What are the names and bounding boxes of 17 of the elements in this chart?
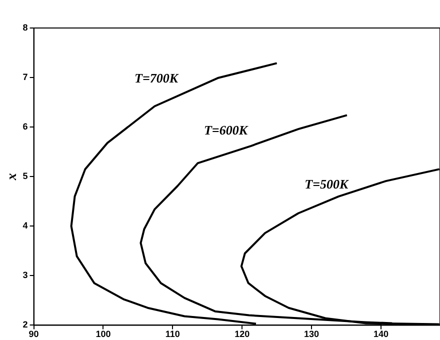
series-label: T=700K — [134, 70, 180, 86]
y-axis-title: x — [5, 173, 20, 182]
y-tick-label: 3 — [22, 270, 28, 280]
x-tick-label: 120 — [234, 329, 250, 340]
y-tick-label: 8 — [22, 22, 28, 32]
y-tick-label: 4 — [22, 220, 28, 231]
x-tick-label: 110 — [165, 329, 180, 340]
x-tick-label: 90 — [28, 329, 39, 340]
x-tick-label: 140 — [373, 329, 388, 340]
y-tick-label: 6 — [22, 122, 28, 132]
x-tick-label: 100 — [96, 329, 111, 340]
series-label: T=600K — [204, 122, 249, 138]
y-tick-label: 5 — [22, 171, 28, 182]
series-label: T=500K — [304, 176, 350, 192]
y-tick-label: 7 — [22, 72, 28, 82]
y-tick-label: 2 — [22, 320, 28, 330]
x-tick-label: 130 — [304, 329, 320, 340]
